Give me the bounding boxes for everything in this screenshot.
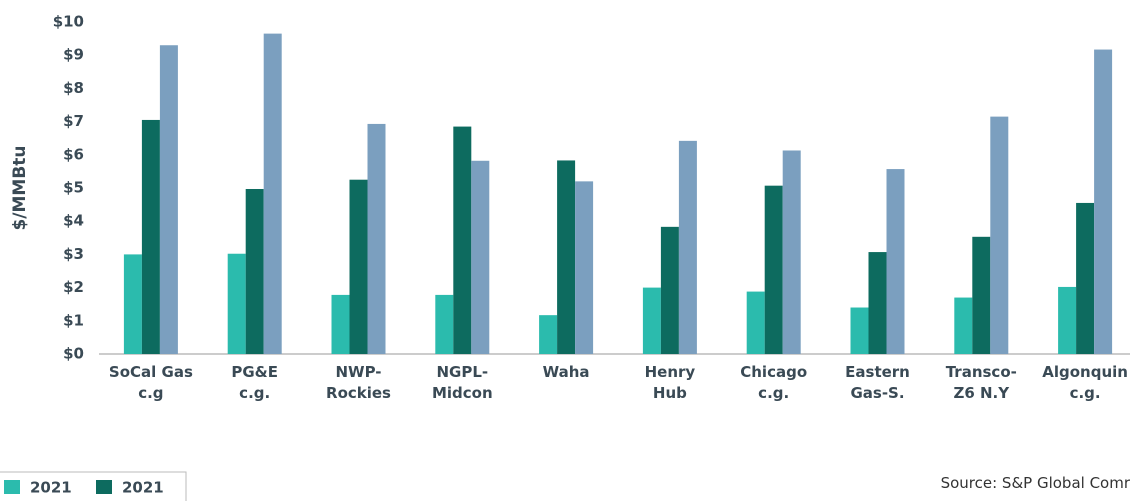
x-tick-label: Chicago c.g. bbox=[740, 363, 808, 402]
bar bbox=[868, 252, 887, 354]
bar bbox=[1094, 49, 1113, 354]
bar bbox=[331, 294, 350, 354]
bar bbox=[367, 123, 386, 354]
y-tick-label: $9 bbox=[63, 46, 84, 64]
bar bbox=[746, 291, 765, 354]
bar bbox=[1076, 202, 1095, 354]
bar bbox=[539, 315, 558, 354]
y-tick-label: $4 bbox=[63, 212, 84, 230]
y-tick-label: $0 bbox=[63, 345, 84, 363]
legend-label: 2021 bbox=[30, 479, 72, 497]
bar bbox=[954, 297, 973, 354]
x-tick-label: NWP- Rockies bbox=[326, 363, 391, 402]
x-tick-label: Eastern Gas-S. bbox=[845, 363, 910, 402]
y-tick-label: $7 bbox=[63, 112, 84, 130]
x-tick-label: Waha bbox=[542, 363, 590, 381]
bar bbox=[1058, 286, 1077, 354]
bar bbox=[453, 126, 472, 354]
bar bbox=[245, 188, 264, 354]
legend-swatch bbox=[4, 480, 20, 494]
bar bbox=[972, 236, 991, 354]
legend-box bbox=[0, 471, 187, 501]
bar bbox=[263, 33, 282, 355]
y-tick-label: $10 bbox=[53, 13, 84, 31]
bar bbox=[642, 287, 661, 354]
bar bbox=[141, 119, 160, 354]
bar bbox=[575, 181, 594, 354]
legend-swatch bbox=[96, 480, 112, 494]
bar bbox=[159, 45, 178, 355]
legend-label: 2021 bbox=[122, 479, 164, 497]
bar bbox=[123, 254, 142, 354]
bar bbox=[678, 140, 697, 354]
x-tick-label: PG&E c.g. bbox=[231, 363, 278, 402]
x-tick-label: Algonquin c.g. bbox=[1042, 363, 1128, 402]
y-tick-label: $2 bbox=[63, 278, 84, 296]
y-tick-label: $3 bbox=[63, 245, 84, 263]
bar bbox=[557, 160, 576, 354]
bar bbox=[886, 169, 905, 354]
bar bbox=[471, 160, 490, 354]
x-tick-label: NGPL- Midcon bbox=[431, 363, 493, 402]
y-tick-label: $1 bbox=[63, 311, 84, 329]
y-axis-label: $/MMBtu bbox=[10, 145, 30, 230]
source-note: Source: S&P Global Comr bbox=[940, 474, 1130, 492]
bar bbox=[660, 226, 679, 354]
bar bbox=[764, 185, 783, 354]
bar bbox=[227, 253, 246, 354]
bar bbox=[990, 116, 1009, 355]
x-tick-label: Henry Hub bbox=[644, 363, 696, 402]
y-tick-label: $5 bbox=[63, 179, 84, 197]
bar bbox=[435, 294, 454, 354]
x-tick-label: SoCal Gas c.g bbox=[108, 363, 193, 402]
y-tick-label: $6 bbox=[63, 145, 84, 163]
bar bbox=[782, 150, 801, 354]
y-tick-label: $8 bbox=[63, 79, 84, 97]
x-tick-label: Transco- Z6 N.Y bbox=[945, 363, 1017, 402]
bar bbox=[349, 179, 368, 354]
bar bbox=[850, 307, 869, 354]
